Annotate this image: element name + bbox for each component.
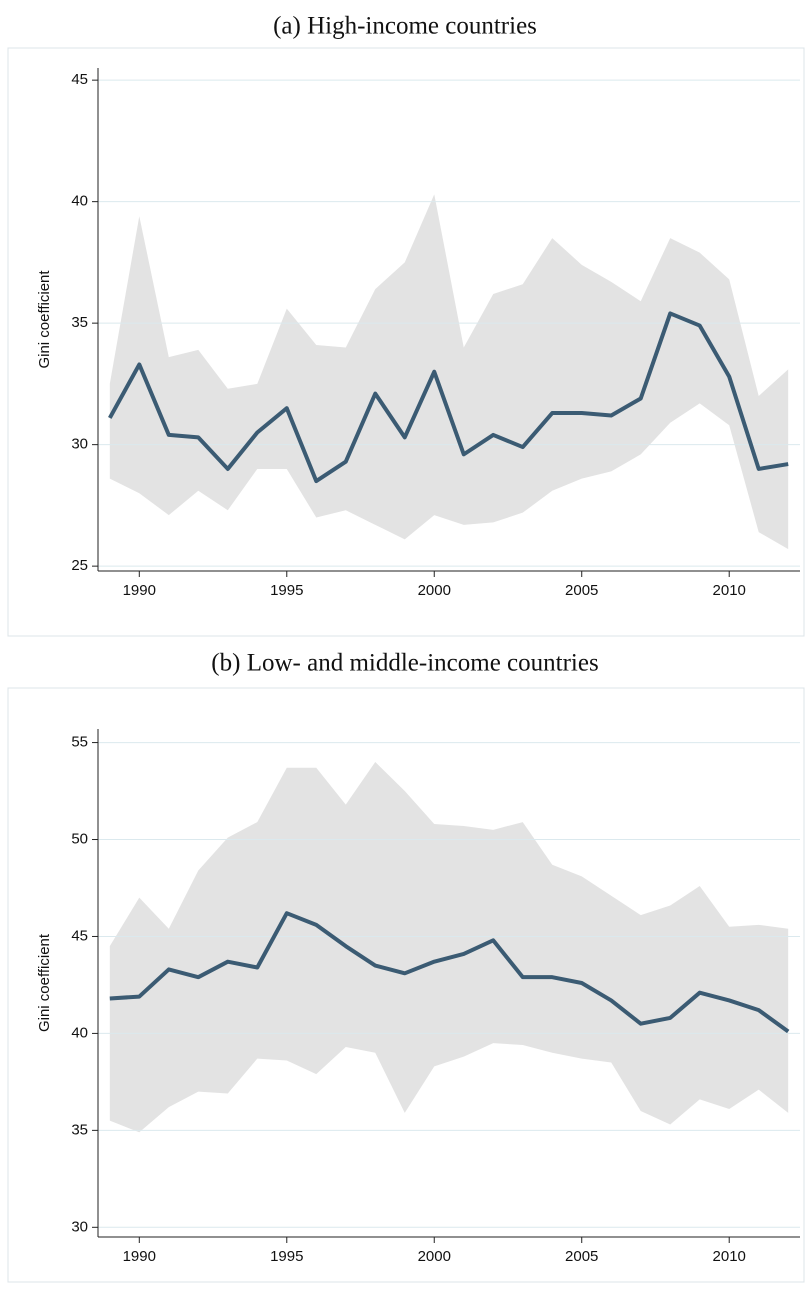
- confidence-band: [109, 194, 789, 550]
- y-tick-label: 35: [71, 1121, 88, 1138]
- y-tick-label: 45: [71, 71, 88, 88]
- x-tick-label: 2000: [418, 582, 451, 599]
- y-tick-label: 35: [71, 314, 88, 331]
- y-tick-label: 25: [71, 557, 88, 574]
- x-tick-label: 1995: [270, 582, 303, 599]
- x-tick-label: 1995: [270, 1248, 303, 1265]
- x-tick-label: 2000: [418, 1248, 451, 1265]
- y-tick-label: 45: [71, 927, 88, 944]
- line: [108, 311, 789, 484]
- chart-title: (b) Low- and middle-income countries: [211, 650, 598, 677]
- y-tick-label: 40: [71, 193, 88, 210]
- confidence-band: [109, 761, 789, 1133]
- x-tick-label: 2005: [565, 1248, 598, 1265]
- line: [109, 911, 790, 1034]
- y-axis-label: Gini coefficient: [36, 270, 53, 369]
- y-tick-label: 30: [71, 436, 88, 453]
- y-tick-label: 40: [71, 1024, 88, 1041]
- y-tick-label: 50: [71, 830, 88, 847]
- x-tick-label: 1990: [123, 1248, 156, 1265]
- chart-title: (a) High-income countries: [273, 13, 537, 40]
- y-tick-label: 55: [71, 734, 88, 751]
- panel-frame: [7, 687, 805, 1283]
- x-tick-label: 1990: [123, 582, 156, 599]
- y-tick-label: 30: [71, 1218, 88, 1235]
- x-tick-label: 2010: [713, 1248, 746, 1265]
- y-axis-label: Gini coefficient: [36, 933, 53, 1032]
- x-tick-label: 2005: [565, 582, 598, 599]
- panel-frame: [7, 47, 805, 637]
- x-tick-label: 2010: [713, 582, 746, 599]
